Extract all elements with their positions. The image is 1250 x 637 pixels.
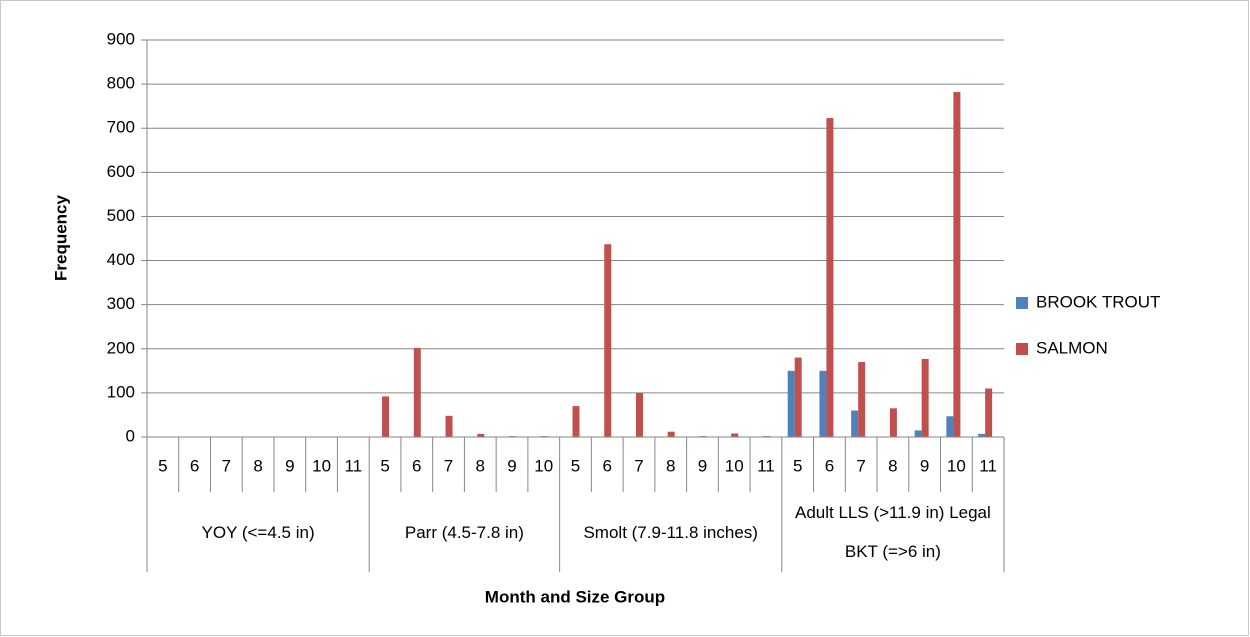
x-tick-label: 6 [825, 456, 834, 475]
x-tick-label: 8 [253, 456, 262, 475]
y-tick-label: 200 [107, 338, 135, 357]
x-tick-label: 11 [757, 456, 775, 475]
y-tick-label: 600 [107, 162, 135, 181]
bar [851, 410, 859, 437]
y-axis-title: Frequency [51, 194, 70, 281]
x-tick-label: 10 [312, 456, 331, 475]
bar [572, 406, 580, 437]
x-tick-label: 10 [534, 456, 553, 475]
bar [794, 357, 802, 437]
y-tick-label: 500 [107, 206, 135, 225]
x-tick-label: 9 [698, 456, 707, 475]
x-tick-label: 9 [285, 456, 294, 475]
bar [635, 392, 643, 437]
legend-swatch [1016, 297, 1028, 309]
bar [382, 396, 390, 437]
y-tick-label: 800 [107, 74, 135, 93]
x-tick-label: 10 [947, 456, 966, 475]
y-tick-label: 0 [126, 426, 135, 445]
y-tick-label: 300 [107, 294, 135, 313]
bar [477, 433, 485, 437]
x-tick-label: 6 [603, 456, 612, 475]
y-tick-label: 700 [107, 118, 135, 137]
legend-label: SALMON [1036, 338, 1108, 357]
bar [889, 408, 897, 437]
bar [953, 92, 961, 437]
x-tick-label: 9 [507, 456, 516, 475]
x-tick-label: 7 [444, 456, 453, 475]
x-tick-label: 10 [725, 456, 744, 475]
bar [667, 431, 675, 437]
bar [978, 433, 986, 437]
bar [946, 416, 954, 437]
x-tick-label: 11 [344, 456, 362, 475]
group-label: Adult LLS (>11.9 in) Legal BKT (=>6 in) [795, 503, 991, 561]
x-tick-label: 7 [634, 456, 643, 475]
y-tick-label: 400 [107, 250, 135, 269]
legend-label: BROOK TROUT [1036, 292, 1160, 311]
x-tick-label: 5 [571, 456, 580, 475]
bar [858, 362, 866, 437]
x-tick-label: 8 [476, 456, 485, 475]
group-label: YOY (<=4.5 in) [201, 522, 315, 542]
bar [445, 415, 453, 437]
bar [914, 430, 922, 437]
bar [819, 370, 827, 437]
y-tick-label: 100 [107, 382, 135, 401]
bar [604, 244, 612, 437]
bar [921, 358, 929, 437]
group-label: Smolt (7.9-11.8 inches) [583, 522, 758, 542]
bar [826, 118, 834, 438]
x-tick-label: 8 [666, 456, 675, 475]
x-tick-label: 9 [920, 456, 929, 475]
x-tick-label: 11 [979, 456, 997, 475]
x-tick-label: 6 [190, 456, 199, 475]
x-tick-label: 7 [222, 456, 231, 475]
x-axis-title: Month and Size Group [485, 587, 665, 606]
y-tick-label: 900 [107, 29, 135, 48]
legend-swatch [1016, 343, 1028, 355]
bar [413, 347, 421, 437]
x-tick-label: 7 [856, 456, 865, 475]
x-tick-label: 8 [888, 456, 897, 475]
x-tick-label: 5 [793, 456, 802, 475]
bar [985, 388, 993, 437]
x-tick-label: 5 [380, 456, 389, 475]
bar [731, 433, 739, 437]
x-tick-label: 6 [412, 456, 421, 475]
bar [787, 370, 795, 437]
x-tick-label: 5 [158, 456, 167, 475]
group-label: Parr (4.5-7.8 in) [404, 522, 524, 542]
